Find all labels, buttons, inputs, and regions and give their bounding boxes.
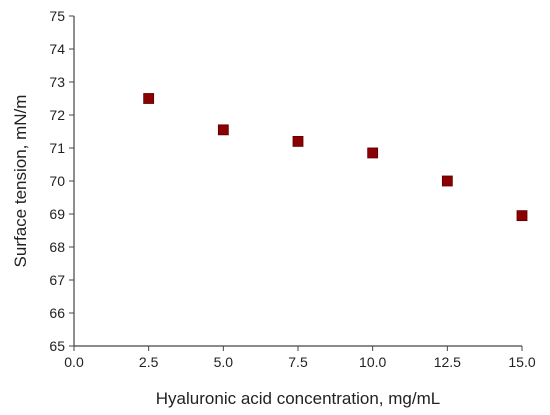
x-axis-ticks: 0.0 2.5 5.0 7.5 10.0 12.5 15.0: [64, 346, 536, 370]
x-tick-label: 0.0: [64, 354, 84, 370]
y-tick-label: 71: [49, 140, 65, 156]
data-point: [143, 93, 155, 104]
y-tick-label: 69: [49, 206, 65, 222]
x-tick-label: 10.0: [359, 354, 386, 370]
data-point: [217, 124, 229, 136]
y-tick-label: 74: [49, 41, 65, 57]
y-axis-title: Surface tension, mN/m: [11, 95, 30, 268]
y-tick-label: 67: [49, 272, 65, 288]
data-point: [367, 147, 379, 159]
data-point: [516, 210, 528, 222]
y-tick-label: 68: [49, 239, 65, 255]
y-tick-label: 70: [49, 173, 65, 189]
x-tick-label: 7.5: [288, 354, 308, 370]
y-tick-label: 73: [49, 74, 65, 90]
x-tick-label: 12.5: [434, 354, 461, 370]
y-tick-label: 65: [49, 338, 65, 354]
x-axis-title: Hyaluronic acid concentration, mg/mL: [156, 389, 440, 408]
data-point: [441, 175, 453, 187]
y-tick-label: 66: [49, 305, 65, 321]
data-point: [292, 135, 304, 147]
y-tick-label: 72: [49, 107, 65, 123]
x-tick-label: 5.0: [214, 354, 234, 370]
y-tick-label: 75: [49, 8, 65, 24]
data-points: [143, 93, 528, 222]
x-tick-label: 15.0: [508, 354, 535, 370]
x-tick-label: 2.5: [139, 354, 159, 370]
y-axis-ticks: 65 66 67 68 69 70 71 72 73 74 75: [49, 8, 74, 354]
